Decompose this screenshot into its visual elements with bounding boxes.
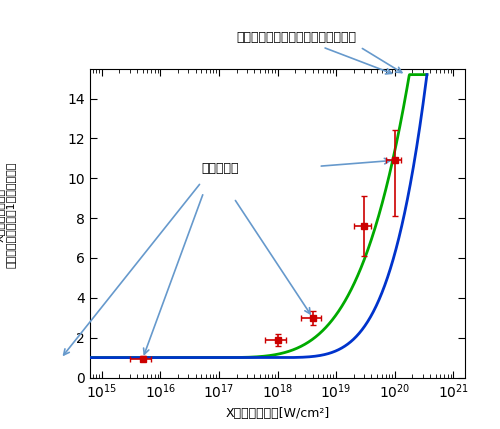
X-axis label: X線集光強度　[W/cm²]: X線集光強度 [W/cm²] [226, 407, 330, 420]
Text: 計算機シミュレーションでの予測線: 計算機シミュレーションでの予測線 [236, 31, 356, 44]
Text: X線透過率変化比
（通常の物質状態を1とした場合）: X線透過率変化比 （通常の物質状態を1とした場合） [0, 161, 16, 268]
Text: 実験データ: 実験データ [202, 162, 239, 175]
